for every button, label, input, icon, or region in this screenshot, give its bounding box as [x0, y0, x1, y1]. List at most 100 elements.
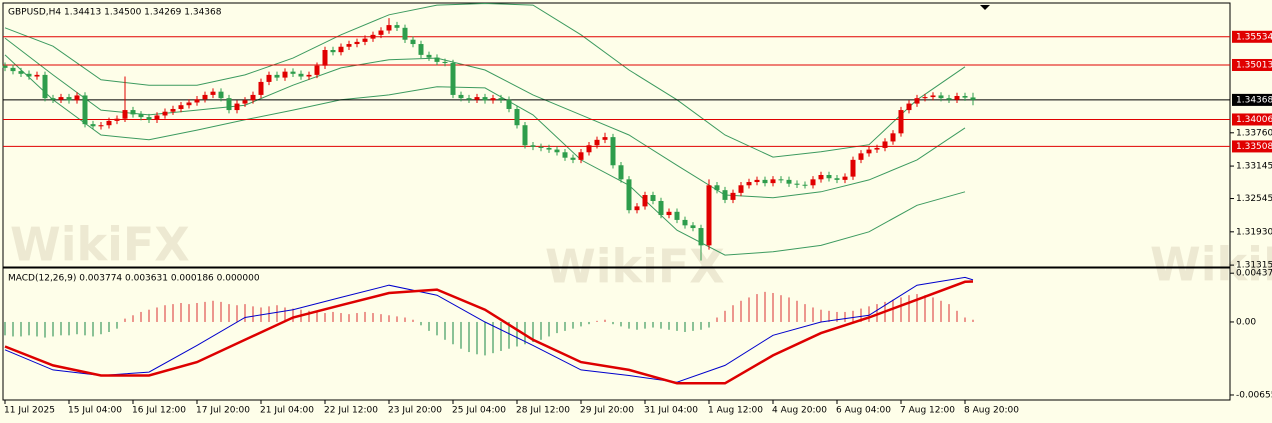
- x-tick-label: 21 Jul 04:00: [260, 406, 314, 416]
- candle-body: [618, 165, 624, 180]
- x-tick-label: 29 Jul 20:00: [580, 406, 634, 416]
- x-tick-label: 15 Jul 04:00: [68, 406, 122, 416]
- y-tick-label: 0.004373: [1236, 269, 1272, 279]
- candle-body: [482, 97, 488, 101]
- candle-body: [58, 97, 64, 100]
- candle-body: [138, 114, 144, 118]
- candle-body: [402, 27, 408, 40]
- candle-body: [826, 175, 832, 179]
- candle-body: [394, 25, 400, 28]
- candle-body: [282, 71, 288, 78]
- watermark: WikiFX: [1150, 238, 1272, 292]
- x-tick-label: 31 Jul 04:00: [644, 406, 698, 416]
- candle-body: [970, 97, 976, 100]
- candle-body: [354, 41, 360, 45]
- x-tick-label: 25 Jul 04:00: [452, 406, 506, 416]
- candle-body: [626, 179, 632, 211]
- candle-body: [762, 179, 768, 184]
- candle-body: [770, 179, 776, 184]
- candle-body: [938, 95, 944, 99]
- level-label-box: [1232, 140, 1272, 153]
- candle-body: [146, 117, 152, 120]
- candle-body: [418, 44, 424, 55]
- x-tick-label: 7 Aug 12:00: [900, 406, 955, 416]
- candle-body: [546, 147, 552, 150]
- candle-body: [242, 100, 248, 104]
- indicator-line: [4, 2, 966, 158]
- candle-body: [10, 67, 16, 72]
- candle-body: [610, 137, 616, 166]
- candle-body: [810, 179, 816, 186]
- x-tick-label: 22 Jul 12:00: [324, 406, 378, 416]
- shift-marker: [980, 5, 990, 10]
- level-label: 1.34006: [1236, 115, 1272, 125]
- candle-body: [666, 211, 672, 216]
- candle-body: [642, 195, 648, 207]
- candle-body: [466, 98, 472, 100]
- candle-body: [26, 73, 32, 77]
- y-tick-label: 1.32545: [1236, 194, 1272, 204]
- candle-body: [698, 228, 704, 246]
- candle-body: [866, 149, 872, 154]
- candle-body: [570, 157, 576, 160]
- candle-body: [50, 98, 56, 100]
- candle-body: [290, 71, 296, 74]
- x-tick-label: 8 Aug 20:00: [964, 406, 1019, 416]
- candle-body: [858, 153, 864, 160]
- level-label: 1.33508: [1236, 142, 1272, 152]
- candle-body: [346, 44, 352, 47]
- macd-panel-frame: [2, 267, 1231, 401]
- candle-body: [530, 145, 536, 147]
- candle-body: [90, 124, 96, 127]
- candle-body: [106, 120, 112, 126]
- candle-body: [874, 147, 880, 150]
- y-tick-label: 1.33145: [1236, 162, 1272, 172]
- candle-body: [266, 74, 272, 82]
- candle-body: [66, 97, 72, 101]
- candle-body: [578, 152, 584, 160]
- candle-body: [714, 185, 720, 191]
- x-tick-label: 23 Jul 20:00: [388, 406, 442, 416]
- candle-body: [442, 61, 448, 63]
- candle-body: [34, 74, 40, 77]
- candle-body: [210, 91, 216, 95]
- candle-body: [794, 183, 800, 185]
- candle-body: [514, 108, 520, 126]
- candle-body: [274, 74, 280, 78]
- y-tick-label: 0.00: [1236, 317, 1256, 327]
- indicator-title: MACD(12,26,9) 0.003774 0.003631 0.000186…: [8, 274, 260, 284]
- candle-body: [330, 49, 336, 53]
- candle-body: [490, 98, 496, 101]
- candle-body: [738, 185, 744, 193]
- candle-body: [914, 98, 920, 104]
- candle-body: [194, 99, 200, 103]
- candle-body: [82, 95, 88, 125]
- candle-body: [338, 46, 344, 53]
- candle-body: [602, 137, 608, 140]
- candle-body: [410, 39, 416, 45]
- candle-body: [202, 94, 208, 100]
- candle-body: [130, 110, 136, 115]
- candle-body: [250, 94, 256, 101]
- x-tick-label: 6 Aug 04:00: [836, 406, 891, 416]
- candle-body: [898, 110, 904, 134]
- candle-body: [298, 73, 304, 77]
- candle-body: [42, 74, 48, 99]
- level-label-box: [1232, 113, 1272, 126]
- candle-body: [306, 74, 312, 77]
- x-tick-label: 17 Jul 20:00: [196, 406, 250, 416]
- candle-body: [450, 62, 456, 95]
- candle-body: [98, 125, 104, 127]
- candle-body: [434, 57, 440, 62]
- level-label: 1.35534: [1236, 32, 1272, 42]
- level-label: 1.34368: [1236, 95, 1272, 105]
- candle-body: [154, 115, 160, 120]
- x-tick-label: 4 Aug 20:00: [772, 406, 827, 416]
- candle-body: [890, 133, 896, 142]
- candle-body: [754, 179, 760, 183]
- candle-body: [658, 200, 664, 216]
- candle-body: [378, 30, 384, 35]
- watermark: WikiFX: [10, 218, 190, 272]
